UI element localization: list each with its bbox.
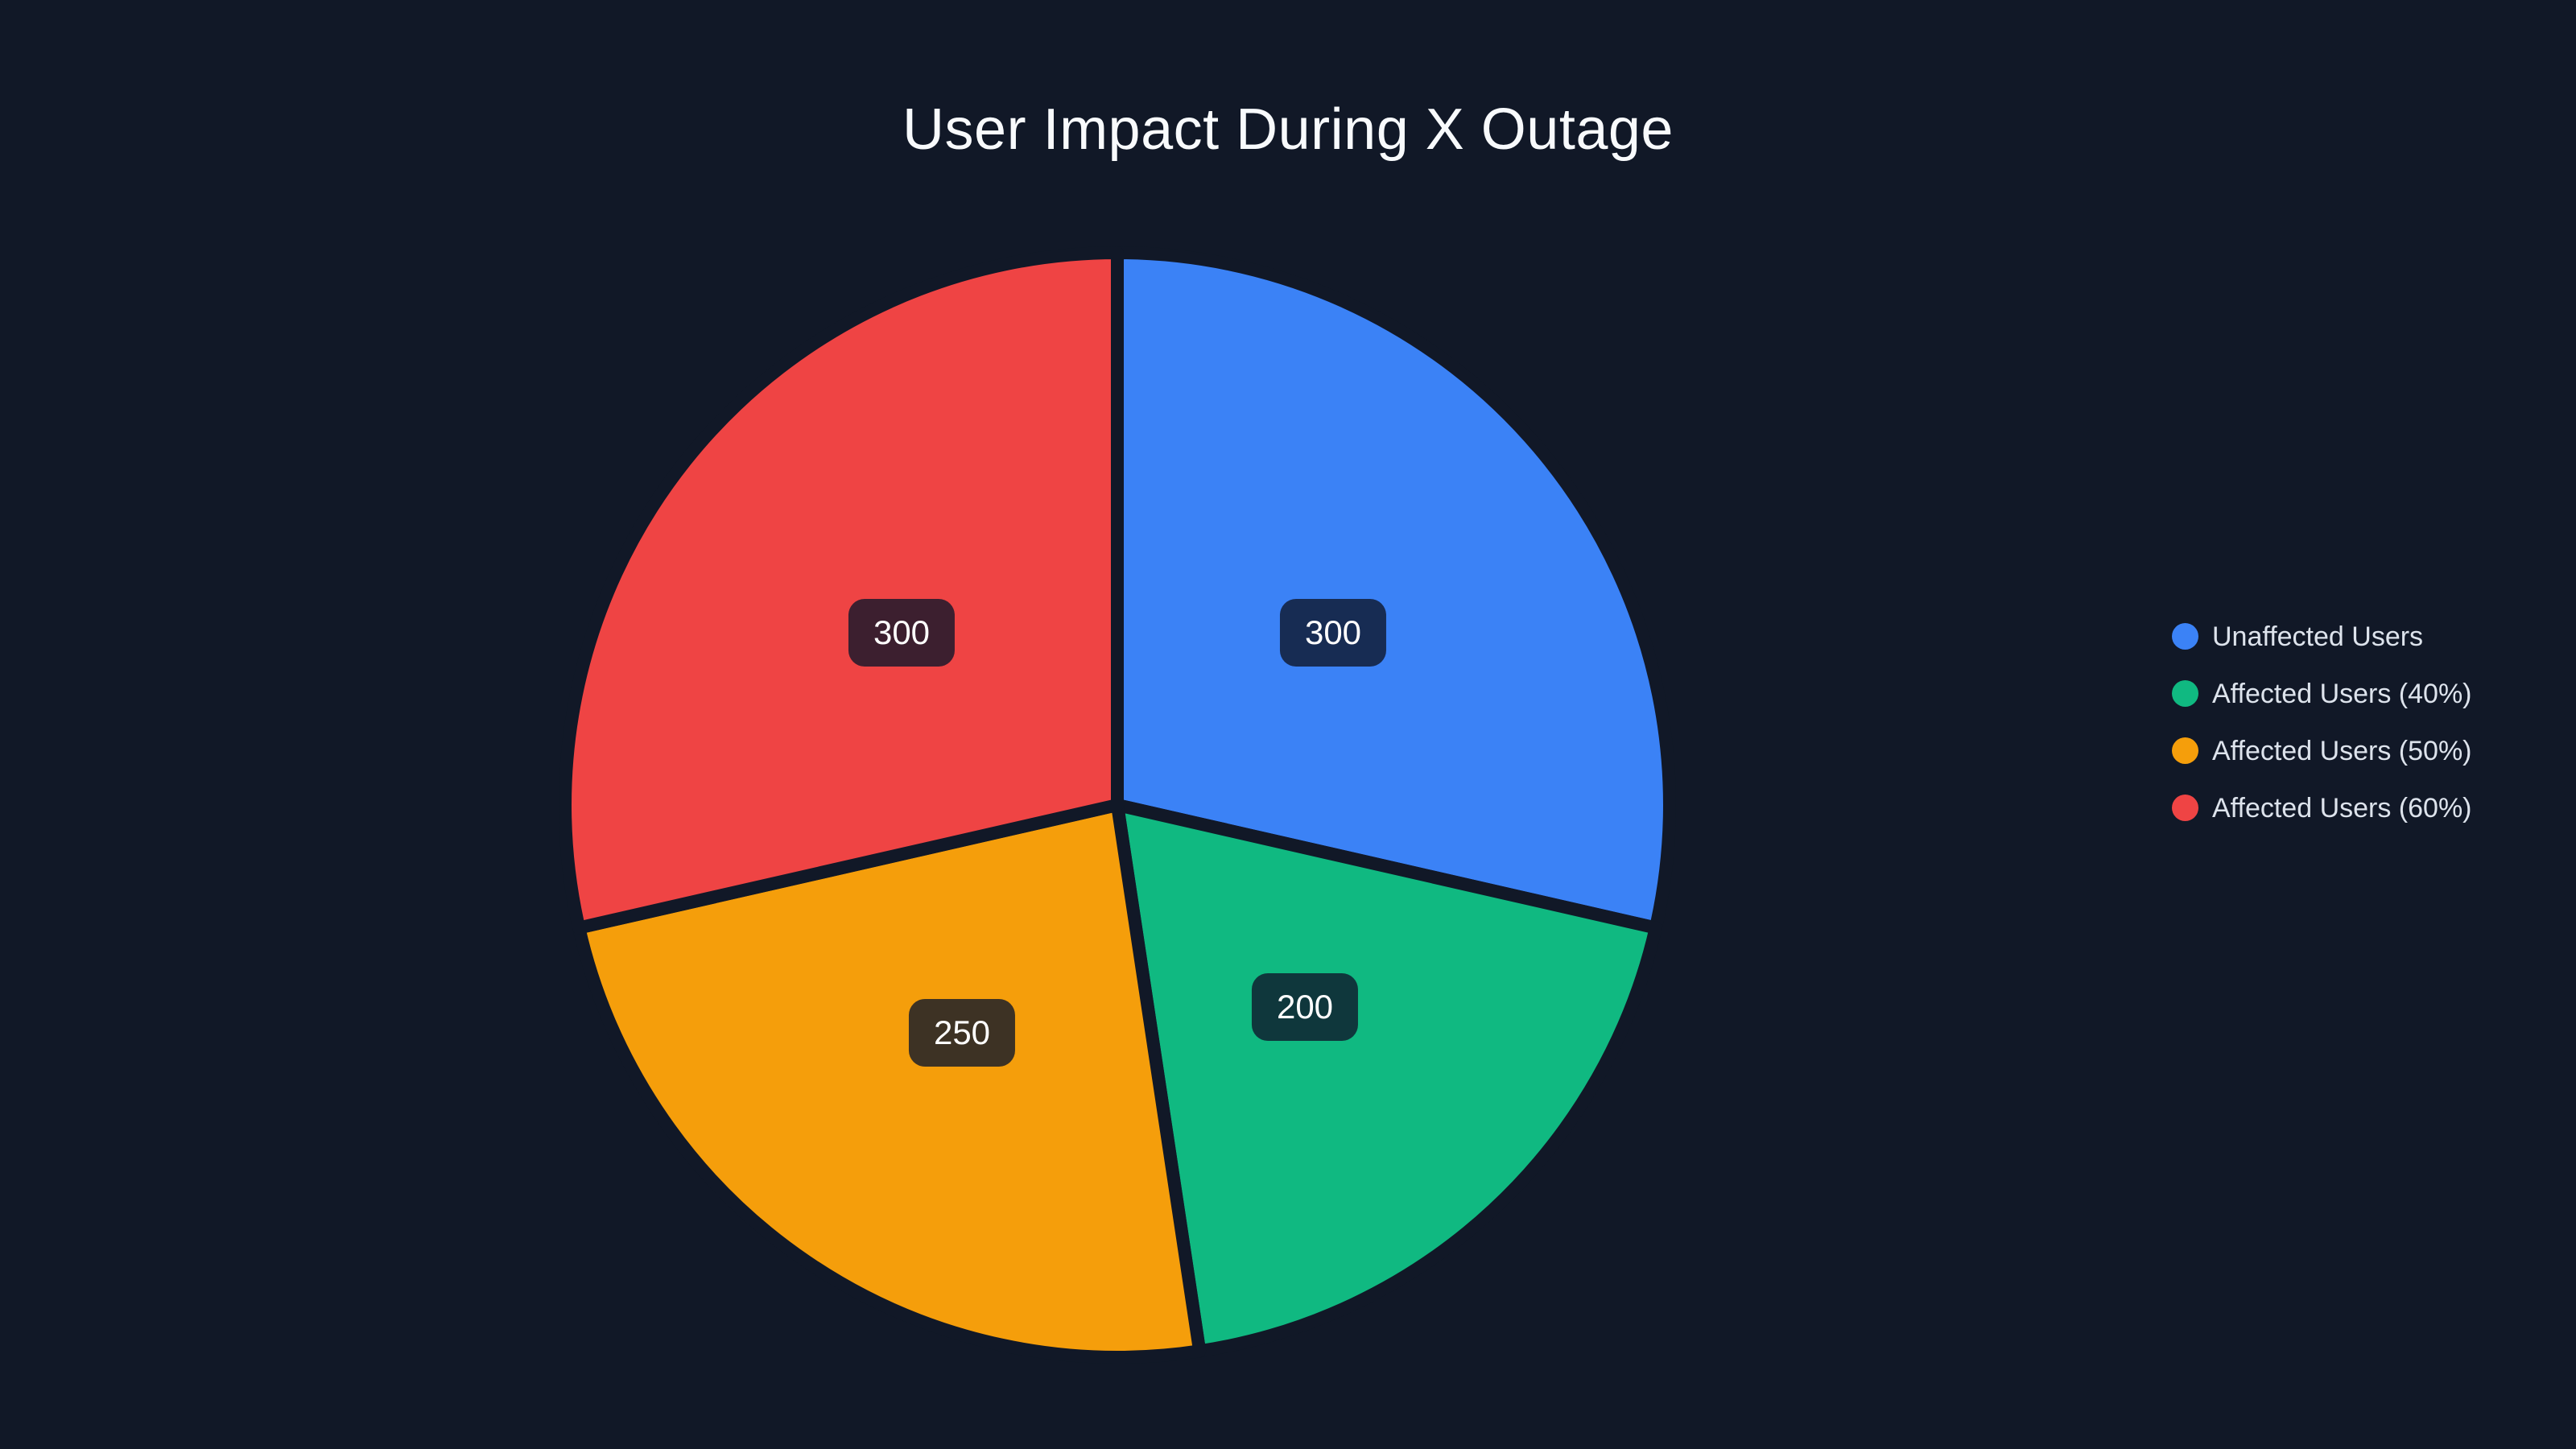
legend-item[interactable]: Affected Users (50%) [2172, 722, 2472, 779]
pie-slice-3[interactable] [559, 246, 1124, 935]
legend-item[interactable]: Affected Users (60%) [2172, 779, 2472, 836]
pie-slice-1[interactable] [1111, 799, 1662, 1358]
legend-item-label: Unaffected Users [2212, 621, 2424, 652]
legend-swatch-icon [2172, 795, 2198, 821]
legend-swatch-icon [2172, 680, 2198, 707]
legend-swatch-icon [2172, 623, 2198, 650]
legend-swatch-icon [2172, 737, 2198, 764]
legend-item-label: Affected Users (50%) [2212, 735, 2472, 766]
legend-item[interactable]: Unaffected Users [2172, 608, 2472, 665]
pie-slice-2[interactable] [572, 799, 1207, 1364]
legend-item-label: Affected Users (40%) [2212, 678, 2472, 709]
chart-title: User Impact During X Outage [902, 97, 1674, 162]
legend-item[interactable]: Affected Users (40%) [2172, 665, 2472, 722]
pie-slice-0[interactable] [1111, 246, 1676, 935]
legend: Unaffected Users Affected Users (40%) Af… [2172, 608, 2472, 836]
legend-item-label: Affected Users (60%) [2212, 792, 2472, 824]
